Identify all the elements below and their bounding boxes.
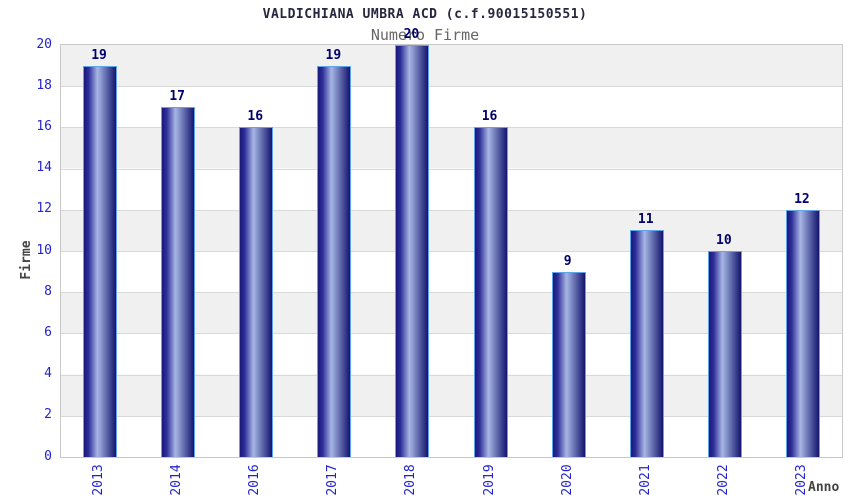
bar-2021 [629,230,664,457]
y-tick-label: 16 [36,118,52,134]
bar-2020 [551,271,586,457]
x-tick-label: 2021 [637,464,653,496]
bar-2014 [161,106,196,457]
bar-value-label: 20 [403,27,420,42]
y-tick-label: 20 [36,36,52,52]
bar-value-label: 16 [247,109,264,125]
x-tick-label: 2017 [325,464,341,496]
y-tick-label: 10 [36,242,52,258]
bar-value-label: 19 [91,47,107,63]
y-gridline [61,415,842,417]
x-tick-label: 2019 [481,464,497,496]
x-tick-label: 2023 [793,464,809,496]
x-axis-label: Anno [808,480,840,495]
y-gridline [61,127,842,129]
x-tick-label: 2013 [91,464,107,496]
x-tick-label: 2014 [169,464,185,496]
x-tick-label: 2016 [247,464,263,496]
bar-2017 [317,65,352,457]
chart-title: VALDICHIANA UMBRA ACD (c.f.90015150551) [262,7,588,22]
y-gridline [61,168,842,170]
bar-2018 [395,45,430,457]
y-tick-label: 14 [36,160,52,176]
bar-value-label: 16 [481,109,498,125]
bar-2016 [239,127,274,457]
bar-value-label: 19 [325,47,342,63]
bar-value-label: 17 [169,88,185,104]
chart-subtitle: Numero Firme [370,26,480,44]
bar-value-label: 9 [563,253,572,269]
y-gridline [61,209,842,211]
bar-2022 [707,251,742,457]
y-gridline [61,251,842,252]
y-gridline [61,292,842,294]
y-tick-label: 18 [36,77,52,93]
y-gridline [61,333,842,335]
y-axis-label: Firme [19,240,34,280]
y-tick-label: 12 [36,201,52,217]
bar-value-label: 12 [794,191,810,207]
bar-2023 [785,209,820,457]
bar-2019 [473,127,508,457]
x-tick-label: 2018 [403,464,419,496]
y-tick-label: 4 [44,366,52,382]
bar-2013 [83,65,118,457]
x-tick-label: 2022 [715,464,731,496]
plot-area [60,44,843,458]
bar-value-label: 11 [637,212,654,228]
y-gridline [61,86,842,88]
y-tick-label: 2 [44,407,52,423]
y-gridline [61,374,842,376]
x-tick-label: 2020 [559,464,575,496]
y-tick-label: 6 [44,324,52,340]
y-tick-label: 8 [44,283,52,299]
bar-value-label: 10 [716,233,732,248]
y-tick-label: 0 [44,448,52,464]
